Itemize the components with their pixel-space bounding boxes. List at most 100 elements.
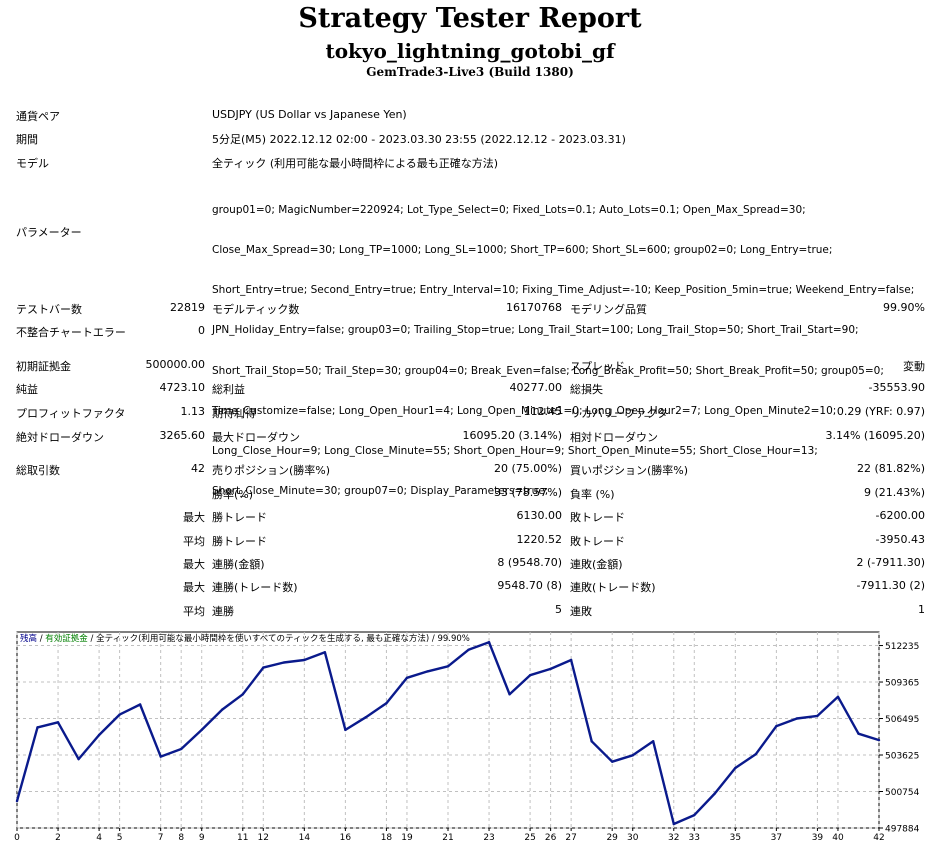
balance-point [56, 721, 60, 724]
balance-point [713, 792, 717, 795]
ea-name: tokyo_lightning_gotobi_gf [325, 39, 615, 63]
consec-loss-count-label: 連敗(トレード数) [570, 581, 656, 594]
bars-label: テストバー数 [16, 303, 82, 316]
server-build: GemTrade3-Live3 (Build 1380) [366, 65, 574, 79]
y-tick-label: 509365 [885, 679, 919, 689]
legend-quality: 99.90% [437, 634, 469, 644]
x-tick-label: 33 [689, 833, 700, 843]
params-line: Close_Max_Spread=30; Long_TP=1000; Long_… [212, 244, 833, 257]
x-tick-label: 2 [55, 833, 61, 843]
long-value: 22 (81.82%) [856, 462, 925, 475]
balance-points [15, 640, 881, 826]
avg-loss-value: -3950.43 [875, 533, 925, 546]
lossrate-value: 9 (21.43%) [863, 486, 925, 499]
balance-point [816, 714, 819, 718]
avg-consec-win-label: 連勝 [212, 605, 234, 618]
short-label: 売りポジション(勝率%) [212, 464, 331, 477]
period-value: 5分足(M5) 2022.12.12 02:00 - 2023.03.30 23… [212, 133, 626, 146]
mismatch-value: 0 [198, 324, 205, 337]
deposit-value: 500000.00 [145, 358, 206, 371]
balance-point [672, 822, 675, 826]
avg-consec-loss-value: 1 [918, 603, 925, 616]
balance-point [795, 717, 799, 720]
x-tick-label: 8 [178, 833, 184, 843]
x-tick-label: 7 [158, 833, 164, 843]
gross-loss-label: 総損失 [570, 383, 603, 396]
balance-point [118, 713, 121, 716]
consec-loss-amount-value: 2 (-7911.30) [856, 556, 925, 569]
balance-point [323, 651, 327, 654]
balance-point [610, 760, 614, 763]
avg-loss-label: 敗トレード [570, 535, 625, 548]
balance-point [77, 757, 80, 761]
balance-point [200, 728, 203, 732]
balance-point [467, 648, 470, 651]
bars-value: 22819 [170, 301, 205, 314]
balance-point [159, 755, 162, 758]
net-label: 純益 [16, 383, 38, 396]
pair-value: USDJPY (US Dollar vs Japanese Yen) [212, 108, 407, 121]
long-label: 買いポジション(勝率%) [570, 464, 689, 477]
abs-dd-label: 絶対ドローダウン [16, 431, 104, 444]
rel-dd-label: 相対ドローダウン [570, 431, 658, 444]
balance-point [693, 813, 696, 817]
period-label: 期間 [16, 133, 38, 146]
balance-point [364, 715, 368, 719]
spread-value: 変動 [903, 360, 925, 373]
x-tick-label: 27 [565, 833, 576, 843]
params-line: Short_Entry=true; Second_Entry=true; Ent… [212, 284, 915, 297]
legend-separator: / [40, 634, 43, 644]
pair-label: 通貨ペア [16, 110, 60, 123]
report-title: Strategy Tester Report [298, 3, 642, 34]
ticks-value: 16170768 [506, 301, 562, 314]
gross-profit-label: 総利益 [212, 383, 245, 396]
gross-profit-value: 40277.00 [509, 381, 563, 394]
net-value: 4723.10 [159, 381, 206, 394]
trades-value: 42 [191, 462, 205, 475]
avg-consec-loss-label: 連敗 [570, 605, 592, 618]
quality-value: 99.90% [883, 301, 925, 314]
balance-point [836, 695, 840, 699]
balance-point [303, 658, 306, 662]
rel-dd-value: 3.14% (16095.20) [825, 429, 925, 442]
consec-win-count-label: 連勝(トレード数) [212, 581, 298, 594]
y-tick-label: 500754 [885, 788, 920, 798]
ticks-label: モデルティック数 [212, 303, 300, 316]
max-win-label: 勝トレード [212, 511, 267, 524]
params-line: group01=0; MagicNumber=220924; Lot_Type_… [212, 203, 806, 216]
balance-point [569, 658, 573, 662]
recovery-value: 0.29 (YRF: 0.97) [836, 405, 925, 418]
avg-label: 平均 [183, 535, 205, 548]
avg-label: 平均 [183, 605, 205, 618]
x-tick-label: 0 [14, 833, 20, 843]
params-label: パラメーター [16, 226, 82, 239]
legend-balance: 残高 [20, 633, 37, 644]
spread-label: スプレッド [570, 360, 625, 373]
x-tick-label: 42 [873, 833, 884, 843]
balance-point [754, 752, 758, 756]
balance-point [405, 676, 409, 679]
balance-point [590, 740, 593, 743]
balance-point [282, 661, 286, 664]
x-axis-ticks: 0 2 4 5 7 8 9 11 12 14 16 18 19 21 23 25 26 27 29 30 32 33 35 3… [14, 828, 885, 843]
x-tick-label: 18 [381, 833, 393, 843]
max-dd-value: 16095.20 (3.14%) [462, 429, 562, 442]
chart-grid [16, 632, 880, 829]
lossrate-label: 負率 (%) [570, 488, 615, 501]
balance-point [426, 670, 429, 673]
model-label: モデル [16, 157, 49, 170]
x-tick-label: 30 [627, 833, 639, 843]
balance-point [446, 665, 450, 668]
legend-equity: 有効証拠金 [45, 633, 88, 644]
max-label: 最大 [183, 581, 205, 594]
max-label: 最大 [183, 511, 205, 524]
balance-point [857, 732, 860, 735]
params-line: Short_Trail_Stop=50; Trail_Step=30; grou… [212, 364, 884, 377]
expected-value: 112.45 [523, 405, 563, 418]
x-tick-label: 25 [524, 833, 535, 843]
y-tick-label: 506495 [885, 715, 919, 725]
winrate-value: 33 (78.57%) [493, 486, 562, 499]
expected-label: 期待利得 [212, 407, 256, 420]
max-dd-label: 最大ドローダウン [212, 431, 300, 444]
x-tick-label: 14 [299, 833, 311, 843]
